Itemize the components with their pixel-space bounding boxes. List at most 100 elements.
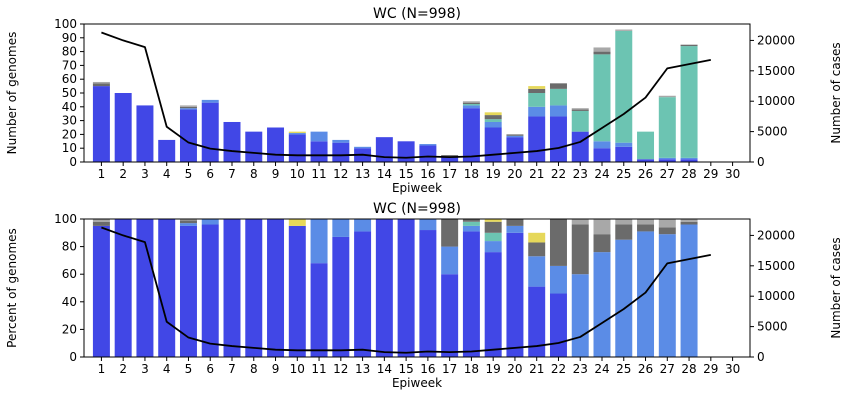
bar-segment-week-21-series-5	[528, 86, 546, 89]
bar-segment-week-25-series-1	[615, 146, 633, 162]
bar-segment-week-14-series-1	[375, 137, 393, 162]
x-tick-label: 17	[442, 362, 457, 376]
x-tick-label: 30	[725, 167, 740, 181]
chart-title: WC (N=998)	[373, 6, 461, 22]
bar-segment-week-19-series-2	[484, 241, 502, 253]
bar-segment-week-22-series-4	[549, 83, 567, 89]
bar-segment-week-18-series-3	[462, 104, 480, 106]
bar-segment-week-27-series-4	[658, 227, 676, 235]
bar-segment-week-16-series-1	[419, 230, 437, 357]
left-tick-label: 30	[62, 114, 77, 128]
x-tick-label: 28	[681, 167, 696, 181]
left-tick-label: 0	[69, 155, 77, 169]
x-tick-label: 2	[119, 362, 127, 376]
bar-segment-week-23-series-3	[571, 110, 589, 132]
left-tick-label: 20	[62, 127, 77, 141]
bar-segment-week-25-series-6	[615, 219, 633, 225]
bar-segment-week-28-series-6	[680, 219, 698, 222]
bar-segment-week-23-series-2	[571, 274, 589, 357]
bar-segment-week-5-series-2	[179, 223, 197, 226]
left-tick-label: 60	[62, 72, 77, 86]
left-y-axis-label: Percent of genomes	[5, 228, 19, 348]
x-tick-label: 29	[703, 362, 718, 376]
bar-segment-week-15-series-1	[397, 141, 415, 162]
x-tick-label: 12	[333, 362, 348, 376]
bar-segment-week-10-series-5	[288, 219, 306, 226]
bar-segment-week-21-series-1	[528, 116, 546, 162]
x-tick-label: 5	[185, 362, 193, 376]
bar-segment-week-19-series-4	[484, 221, 502, 233]
bar-segment-week-12-series-1	[332, 236, 350, 357]
x-tick-label: 30	[725, 362, 740, 376]
bar-segment-week-12-series-2	[332, 139, 350, 143]
bar-segment-week-10-series-1	[288, 225, 306, 357]
bar-segment-week-26-series-4	[637, 224, 655, 232]
left-tick-label: 70	[62, 58, 77, 72]
bar-segment-week-6-series-2	[201, 219, 219, 225]
bar-segment-week-24-series-2	[593, 141, 611, 149]
x-tick-label: 21	[529, 167, 544, 181]
left-tick-label: 90	[62, 31, 77, 45]
bar-segment-week-4-series-1	[158, 219, 176, 357]
bar-segment-week-10-series-2	[288, 133, 306, 135]
x-tick-label: 19	[486, 167, 501, 181]
right-tick-label: 5000	[757, 125, 788, 139]
bar-segment-week-1-series-1	[92, 86, 110, 162]
x-tick-label: 20	[507, 362, 522, 376]
right-tick-label: 0	[757, 155, 765, 169]
bar-segment-week-5-series-6	[179, 219, 197, 221]
bar-segment-week-5-series-6	[179, 105, 197, 107]
bar-segment-week-3-series-1	[136, 105, 154, 162]
bar-segment-week-18-series-3	[462, 221, 480, 226]
right-tick-label: 20000	[757, 33, 795, 47]
bar-segment-week-22-series-1	[549, 293, 567, 357]
x-tick-label: 9	[272, 167, 280, 181]
x-tick-label: 22	[551, 167, 566, 181]
x-tick-label: 20	[507, 167, 522, 181]
bar-segment-week-18-series-4	[462, 102, 480, 105]
left-tick-label: 40	[62, 100, 77, 114]
x-tick-label: 10	[290, 362, 305, 376]
bar-segment-week-27-series-1	[658, 159, 676, 162]
bar-segment-week-19-series-3	[484, 232, 502, 242]
x-tick-label: 8	[250, 362, 258, 376]
bar-segment-week-22-series-4	[549, 219, 567, 266]
x-tick-label: 7	[228, 167, 236, 181]
bar-segment-week-18-series-2	[462, 105, 480, 109]
bar-segment-week-19-series-3	[484, 119, 502, 122]
bar-segment-week-19-series-5	[484, 219, 502, 222]
bar-segment-week-18-series-2	[462, 225, 480, 232]
x-tick-label: 26	[638, 167, 653, 181]
bar-segment-week-19-series-1	[484, 127, 502, 162]
x-tick-label: 23	[573, 362, 588, 376]
bar-segment-week-2-series-1	[114, 93, 132, 162]
x-tick-label: 27	[660, 167, 675, 181]
bar-segment-week-16-series-2	[419, 219, 437, 231]
top-chart-panel: 0102030405060708090100050001000015000200…	[5, 6, 843, 195]
bar-segment-week-15-series-1	[397, 219, 415, 357]
bar-segment-week-10-series-1	[288, 134, 306, 162]
x-tick-label: 3	[141, 167, 149, 181]
x-tick-label: 18	[464, 362, 479, 376]
bar-segment-week-13-series-2	[354, 219, 372, 232]
bar-segment-week-25-series-6	[615, 29, 633, 31]
bar-segment-week-20-series-2	[506, 225, 524, 233]
bar-segment-week-11-series-2	[310, 131, 328, 142]
bar-segment-week-20-series-4	[506, 134, 524, 136]
x-tick-label: 4	[163, 362, 171, 376]
right-tick-label: 5000	[757, 320, 788, 334]
x-tick-label: 6	[206, 362, 214, 376]
bar-segment-week-20-series-1	[506, 232, 524, 357]
right-tick-label: 10000	[757, 94, 795, 108]
bar-segment-week-27-series-2	[658, 157, 676, 160]
bar-segment-week-11-series-1	[310, 141, 328, 162]
cases-line	[101, 226, 711, 354]
bar-segment-week-21-series-4	[528, 242, 546, 257]
bar-segment-week-5-series-1	[179, 225, 197, 357]
bar-segment-week-5-series-4	[179, 220, 197, 224]
bar-segment-week-20-series-2	[506, 135, 524, 138]
bar-segment-week-13-series-2	[354, 146, 372, 149]
left-tick-label: 40	[62, 295, 77, 309]
